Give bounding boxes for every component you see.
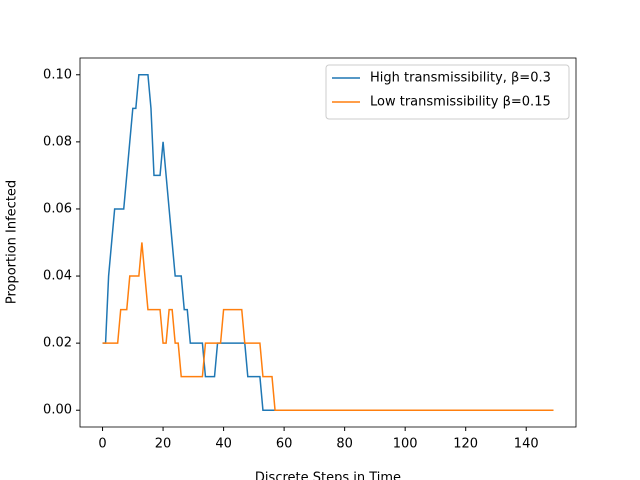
y-tick-label: 0.00 <box>43 403 72 418</box>
plot-frame <box>79 57 577 428</box>
line-series <box>102 242 554 411</box>
y-axis-label: Proportion Infected <box>5 180 20 304</box>
x-tick-label: 100 <box>393 437 418 452</box>
legend-box <box>325 64 570 120</box>
x-tick-label: 120 <box>453 437 478 452</box>
y-tick-label: 0.06 <box>43 201 72 216</box>
x-axis-label: Discrete Steps in Time <box>255 471 401 480</box>
legend-label: Low transmissibility β=0.15 <box>370 95 551 110</box>
x-tick-label: 20 <box>155 437 172 452</box>
x-tick-label: 80 <box>336 437 353 452</box>
y-tick-label: 0.02 <box>43 336 72 351</box>
x-tick-label: 0 <box>98 437 106 452</box>
y-tick-label: 0.10 <box>43 67 72 82</box>
x-tick-label: 60 <box>276 437 293 452</box>
x-tick-label: 40 <box>215 437 232 452</box>
y-tick-label: 0.04 <box>43 269 72 284</box>
y-tick-label: 0.08 <box>43 134 72 149</box>
legend-label: High transmissibility, β=0.3 <box>370 71 551 86</box>
x-tick-label: 140 <box>514 437 539 452</box>
line-series <box>102 74 554 411</box>
